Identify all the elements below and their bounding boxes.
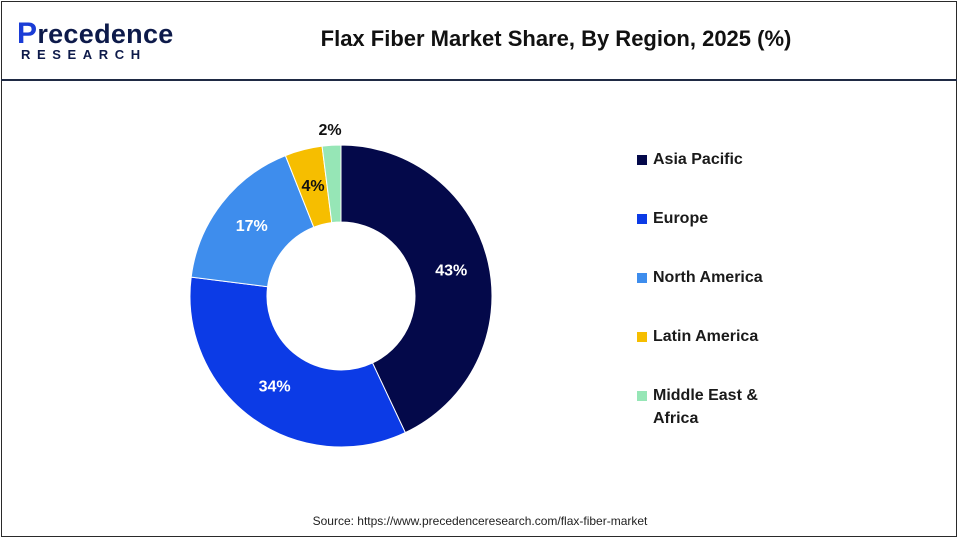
legend-swatch <box>637 214 647 224</box>
data-label-1: 43% <box>435 263 467 280</box>
donut-slice-2 <box>189 276 406 448</box>
header-bar: Precedence RESEARCH Flax Fiber Market Sh… <box>1 1 957 81</box>
donut-slice-5 <box>321 144 342 224</box>
donut-slices <box>189 144 493 448</box>
logo-initial: P <box>17 17 38 50</box>
legend-label: Asia Pacific <box>653 151 743 168</box>
legend-label: North America <box>653 269 763 286</box>
brand-logo: Precedence RESEARCH <box>17 17 173 67</box>
logo-wordmark: Precedence <box>17 17 174 51</box>
donut-labels: 43% 34% 17% 4% 2% <box>236 122 468 395</box>
data-label-5: 2% <box>318 122 341 139</box>
data-label-3: 17% <box>236 218 268 235</box>
legend-swatch <box>637 273 647 283</box>
data-label-4: 4% <box>301 178 324 195</box>
legend-label: Europe <box>653 210 709 227</box>
data-label-2: 34% <box>259 379 291 396</box>
donut-slice-1 <box>340 144 493 434</box>
logo-subtitle: RESEARCH <box>21 47 147 62</box>
legend-swatch <box>637 332 647 342</box>
source-note: Source: https://www.precedenceresearch.c… <box>312 514 648 528</box>
legend-swatch <box>637 155 647 165</box>
logo-wordmark-text: recedence <box>37 19 174 49</box>
chart-title: Flax Fiber Market Share, By Region, 2025… <box>320 26 792 51</box>
legend-swatch <box>637 391 647 401</box>
legend-label: Middle East & Africa <box>653 387 758 427</box>
legend-label: Latin America <box>653 328 759 345</box>
